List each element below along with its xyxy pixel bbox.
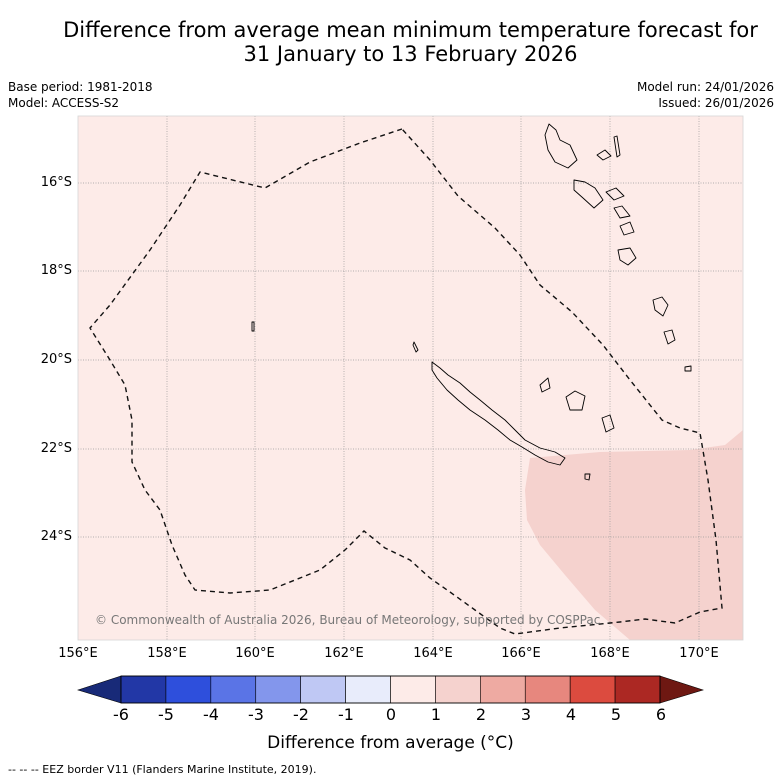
walpole: [584, 473, 591, 481]
chesterfield-islet: [251, 321, 255, 332]
eez-footnote: -- -- -- EEZ border V11 (Flanders Marine…: [8, 763, 317, 776]
x-tick-158e: 158°E: [147, 646, 187, 661]
erromango: [617, 247, 637, 266]
x-tick-166e: 166°E: [501, 646, 541, 661]
y-tick-22s: 22°S: [40, 441, 72, 456]
colorbar: [76, 675, 705, 704]
colorbar-box: [480, 675, 526, 704]
colorbar-extend-low: [76, 675, 122, 704]
colorbar-box: [255, 675, 301, 704]
x-tick-162e: 162°E: [324, 646, 364, 661]
colorbar-box: [569, 675, 616, 704]
x-tick-168e: 168°E: [590, 646, 630, 661]
x-tick-170e: 170°E: [679, 646, 719, 661]
y-tick-16s: 16°S: [40, 175, 72, 190]
colorbar-extend-high: [659, 675, 705, 704]
aneityum: [663, 329, 676, 345]
mare: [601, 414, 615, 433]
base-period: Base period: 1981-2018: [8, 80, 153, 94]
espiritu-santo: [544, 123, 578, 169]
colorbar-box: [165, 675, 212, 704]
colorbar-title: Difference from average (°C): [267, 733, 514, 753]
gridlines: [78, 116, 743, 640]
colorbar-box: [120, 675, 167, 704]
eez-border: [89, 128, 723, 635]
x-tick-160e: 160°E: [235, 646, 275, 661]
coastlines: [251, 123, 692, 481]
colorbar-label: -3: [248, 705, 264, 724]
title-line-1: Difference from average mean minimum tem…: [63, 18, 758, 42]
colorbar-label: 3: [520, 705, 532, 724]
colorbar-label: 4: [565, 705, 577, 724]
meta-right: Model run: 24/01/2026 Issued: 26/01/2026: [637, 79, 774, 111]
colorbar-box: [345, 675, 391, 704]
y-tick-24s: 24°S: [40, 529, 72, 544]
epi: [605, 187, 625, 201]
colorbar-label: -1: [338, 705, 354, 724]
colorbar-label: 0: [385, 705, 397, 724]
belep-islands: [412, 341, 419, 353]
colorbar-label: 5: [610, 705, 622, 724]
copyright-notice: © Commonwealth of Australia 2026, Bureau…: [95, 613, 601, 627]
colorbar-box: [300, 675, 346, 704]
colorbar-box: [614, 675, 661, 704]
pentecost: [613, 135, 621, 158]
shepherd-islands: [613, 205, 631, 219]
ouvea: [539, 377, 551, 393]
title-line-2: 31 January to 13 February 2026: [243, 42, 578, 66]
colorbar-label: -4: [203, 705, 219, 724]
colorbar-box: [435, 675, 481, 704]
y-tick-18s: 18°S: [40, 263, 72, 278]
y-tick-20s: 20°S: [40, 352, 72, 367]
colorbar-label: 6: [655, 705, 667, 724]
map-frame: [77, 115, 744, 641]
warm-anomaly-region: [525, 430, 743, 640]
colorbar-box: [390, 675, 436, 704]
colorbar-label: -5: [158, 705, 174, 724]
maewo: [596, 149, 612, 161]
colorbar-label: -6: [113, 705, 129, 724]
model-run: Model run: 24/01/2026: [636, 80, 774, 94]
map-title: Difference from average mean minimum tem…: [0, 18, 781, 66]
colorbar-box: [210, 675, 257, 704]
colorbar-label: 2: [475, 705, 487, 724]
colorbar-box: [524, 675, 571, 704]
model-name: Model: ACCESS-S2: [8, 96, 120, 110]
efate: [619, 221, 635, 236]
x-tick-164e: 164°E: [413, 646, 453, 661]
colorbar-label: 1: [430, 705, 442, 724]
x-tick-156e: 156°E: [58, 646, 98, 661]
meta-left: Base period: 1981-2018 Model: ACCESS-S2: [8, 79, 153, 111]
matthew-island: [684, 365, 692, 372]
tanna: [652, 296, 669, 317]
new-caledonia: [431, 361, 566, 466]
lifou: [565, 390, 586, 411]
colorbar-label: -2: [293, 705, 309, 724]
malekula: [573, 179, 604, 209]
colorbar-frame: [120, 675, 661, 704]
issued-date: Issued: 26/01/2026: [658, 96, 774, 110]
